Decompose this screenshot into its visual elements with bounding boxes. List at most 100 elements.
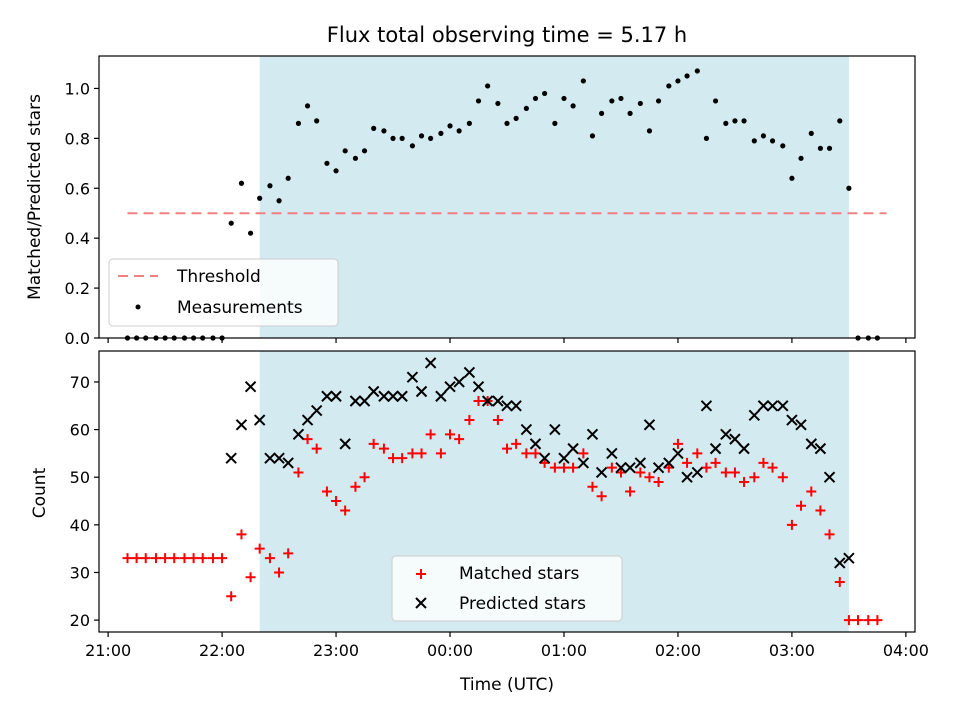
data-point [805, 438, 817, 450]
data-point [358, 395, 371, 407]
data-point [381, 128, 387, 134]
data-point [396, 390, 408, 402]
data-point [406, 371, 419, 383]
data-point [823, 471, 836, 483]
data-point [244, 381, 257, 393]
data-point [627, 110, 633, 116]
bottom-x-ticks: 21:00 22:00 23:00 00:00 01:00 02:00 03:00 04:00 [85, 632, 929, 660]
data-point [247, 230, 254, 236]
data-point [473, 396, 484, 407]
data-point [302, 434, 313, 445]
data-point [863, 615, 874, 626]
data-point [552, 120, 558, 126]
data-point [577, 457, 590, 469]
data-point [615, 467, 626, 478]
series-matched-stars [122, 396, 883, 626]
legend-measurements-label: Measurements [177, 298, 303, 318]
data-point [311, 443, 322, 454]
data-point [463, 366, 476, 379]
data-point [703, 135, 710, 141]
data-point [675, 78, 681, 84]
data-point [796, 500, 807, 511]
data-point [257, 195, 263, 201]
data-point [504, 120, 510, 126]
data-point [217, 553, 228, 564]
data-point [652, 461, 665, 474]
series-predicted-stars [225, 357, 855, 569]
data-point [197, 553, 208, 564]
data-point [425, 429, 436, 440]
data-point [720, 428, 732, 441]
data-point [273, 452, 285, 464]
data-point [530, 448, 541, 459]
legend-threshold-label: Threshold [176, 267, 261, 287]
data-point [254, 543, 265, 554]
data-point [700, 400, 713, 412]
data-point [435, 390, 447, 402]
data-point [245, 572, 256, 583]
y-tick-label: 0.2 [65, 279, 90, 298]
data-point [780, 143, 786, 149]
data-point [542, 90, 548, 97]
y-tick-label: 0.6 [65, 179, 90, 198]
data-point [529, 438, 542, 450]
data-point [769, 138, 776, 144]
data-point [872, 615, 883, 626]
data-point [472, 381, 485, 393]
data-point [283, 548, 294, 559]
data-point [188, 553, 199, 564]
data-point [485, 83, 491, 89]
data-point [663, 457, 675, 469]
data-point [342, 148, 348, 154]
data-point [634, 457, 647, 469]
data-point [438, 130, 444, 136]
data-point [464, 415, 475, 426]
data-point [729, 433, 741, 445]
data-point [692, 448, 703, 459]
y-tick-label: 40 [70, 516, 90, 535]
data-point [510, 400, 522, 412]
data-point [501, 400, 513, 412]
data-point [834, 576, 845, 587]
data-point [709, 442, 722, 455]
data-point [349, 395, 362, 407]
data-point [236, 529, 247, 540]
chart-title: Flux total observing time = 5.17 h [327, 23, 687, 47]
data-point [445, 429, 456, 440]
top-x-ticks [107, 338, 907, 343]
data-point [368, 438, 379, 449]
data-point [150, 553, 161, 564]
data-point [666, 83, 672, 89]
data-point [691, 466, 704, 479]
legend-predicted-label: Predicted stars [459, 594, 586, 614]
data-point [843, 615, 854, 626]
legend-predicted-swatch [415, 597, 427, 609]
legend-matched-label: Matched stars [459, 564, 579, 584]
data-point [454, 434, 465, 445]
data-point [371, 125, 377, 131]
data-point [293, 467, 304, 478]
data-point [207, 553, 218, 564]
bottom-legend: Matched stars Predicted stars [391, 555, 623, 622]
data-point [729, 467, 740, 478]
data-point [378, 443, 389, 454]
data-point [758, 457, 769, 468]
data-point [798, 155, 804, 161]
data-point [367, 385, 380, 398]
data-point [586, 428, 599, 441]
data-point [723, 120, 729, 126]
x-axis-label: Time (UTC) [459, 675, 554, 695]
data-point [179, 553, 190, 564]
y-tick-label: 0.4 [65, 229, 90, 248]
bottom-y-ticks: 20 30 40 50 60 70 [70, 373, 99, 630]
data-point [502, 443, 512, 454]
data-point [511, 438, 522, 449]
data-point [235, 419, 248, 431]
data-point [160, 553, 171, 564]
data-point [538, 452, 551, 464]
data-point [646, 128, 653, 134]
data-point [568, 462, 579, 473]
data-point [757, 400, 770, 412]
y-tick-label: 0.0 [65, 329, 90, 348]
